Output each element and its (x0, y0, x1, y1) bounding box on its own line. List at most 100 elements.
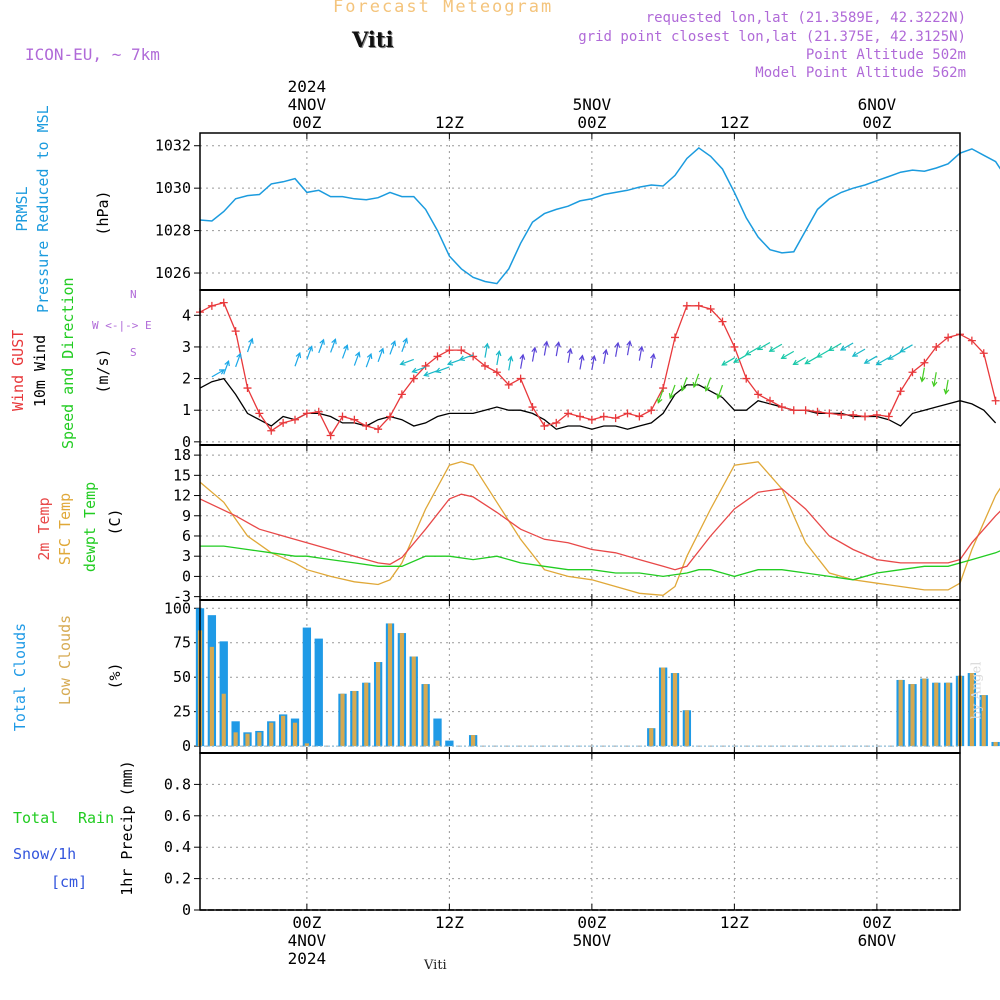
gust-marker (718, 317, 727, 326)
wind-arrow (603, 349, 607, 364)
requested-coords: requested lon,lat (21.3589E, 42.3222N) (645, 10, 966, 26)
y-tick-label: 3 (182, 338, 191, 356)
wind-arrow (436, 366, 450, 373)
low-cloud-bar (684, 710, 689, 747)
low-cloud-bar (471, 735, 476, 747)
low-cloud-bar (257, 732, 262, 747)
wind-arrow (424, 370, 438, 377)
wind-arrow-head (366, 352, 373, 360)
gust-marker (647, 406, 656, 415)
wind-arrow (638, 346, 643, 361)
wind-arrow (365, 353, 372, 368)
wind-dir-label: Speed and Direction (59, 277, 77, 449)
gust-marker (979, 349, 988, 358)
y-tick-label: 1032 (155, 137, 191, 155)
temp-unit-label: (C) (106, 508, 124, 536)
wind-arrow-head (931, 381, 938, 388)
lowcloud-label: Low Clouds (56, 614, 74, 706)
wind-arrow (745, 347, 759, 356)
gust-marker (433, 352, 442, 361)
temp2m-line (199, 488, 1000, 571)
gust-marker (243, 384, 252, 393)
wind-arrow-head (733, 357, 740, 363)
wind-arrow (412, 366, 426, 373)
wind-arrow-head (218, 369, 226, 375)
gust-marker (991, 396, 1000, 405)
wind-arrow-head (566, 347, 573, 354)
credit-label: by Angel (969, 661, 985, 720)
wind-arrow (852, 348, 866, 357)
wind-arrow-head (495, 350, 502, 357)
wind-arrow (555, 342, 560, 357)
wind-arrow (591, 356, 595, 371)
gust-marker (445, 346, 454, 355)
prmsl-unit-label: (hPa) (94, 190, 112, 236)
snow-unit-label: [cm] (51, 873, 88, 891)
gust-marker (777, 403, 786, 412)
wind-arrow-head (543, 340, 549, 347)
x-year-label-bottom: 2024 (288, 949, 327, 968)
gust-marker (587, 415, 596, 424)
low-cloud-bar (993, 741, 998, 747)
wind-arrow-head (590, 354, 597, 362)
wind-arrow (330, 339, 336, 353)
wind-unit-label: (m/s) (94, 348, 112, 394)
gust-marker (623, 409, 632, 418)
wind-arrow (341, 345, 348, 359)
gust-marker (267, 426, 276, 435)
wind-arrow (389, 341, 396, 355)
low-cloud-bar (922, 678, 927, 747)
wind10m-line (199, 377, 997, 430)
y-tick-label: 15 (173, 466, 191, 484)
wind-arrow-head (331, 338, 337, 345)
gust-marker (516, 374, 525, 383)
x-tick-label-top: 00Z (577, 113, 606, 132)
y-tick-label: 1 (182, 401, 191, 419)
low-cloud-bar (672, 673, 678, 747)
gust-marker (932, 342, 941, 351)
wind-arrow (246, 338, 253, 353)
wind-arrow (781, 350, 795, 359)
low-cloud-bar (281, 715, 286, 747)
total-cloud-bar (314, 638, 323, 747)
gust-marker (730, 342, 739, 351)
wind-arrow-head (716, 393, 722, 400)
wind-arrow-head (578, 354, 585, 361)
gust-marker (789, 406, 798, 415)
wind-arrow (484, 343, 489, 358)
gust-marker (611, 414, 620, 423)
total-cloud-bar (302, 627, 312, 747)
wind-arrow (235, 353, 241, 368)
wind-arrow-head (626, 340, 633, 347)
wind-arrow-head (875, 360, 882, 366)
gust-marker (872, 410, 881, 419)
wind-arrow-head (851, 351, 858, 357)
low-cloud-bar (399, 633, 404, 747)
wind-arrow (223, 360, 230, 375)
wind-arrow (615, 342, 619, 357)
x-tick-label-bottom: 00Z (862, 913, 891, 932)
gust-marker (255, 409, 264, 418)
gust-marker (362, 422, 371, 431)
wind-arrow (933, 372, 937, 387)
wind-arrow-head (943, 388, 950, 395)
wind-arrow-head (680, 385, 687, 392)
wind-arrow-head (919, 376, 926, 383)
x-tick-label-top: 12Z (435, 113, 464, 132)
total-label: Total (13, 809, 59, 827)
wind-arrow-head (378, 347, 385, 354)
dewpt-label: dewpt Temp (81, 481, 99, 573)
wind-arrow (864, 355, 878, 364)
total-cloud-bar (445, 740, 454, 747)
x-tick-label-bottom: 12Z (435, 913, 464, 932)
y-tick-label: 50 (173, 668, 191, 686)
low-cloud-bar (352, 690, 357, 747)
wind-arrow (900, 344, 913, 353)
wind-arrow (828, 342, 842, 351)
wind10m-label: 10m Wind (31, 334, 49, 408)
wind-arrow-head (390, 340, 397, 347)
gust-marker (552, 418, 561, 427)
wind-arrow-head (355, 351, 361, 358)
wind-arrow-head (224, 359, 230, 367)
compass-s: S (130, 346, 137, 359)
